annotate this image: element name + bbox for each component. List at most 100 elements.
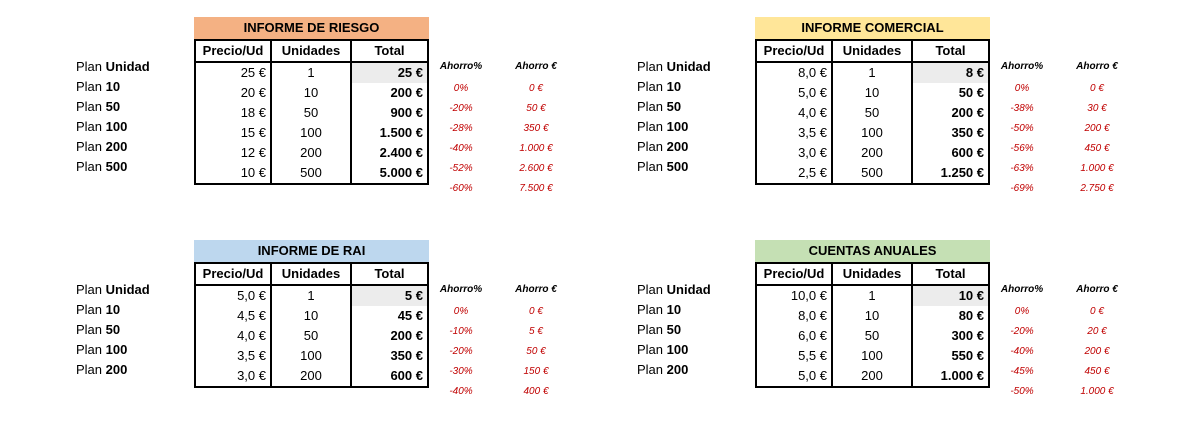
ahorro-eur-value: 200 € <box>1084 123 1110 134</box>
cell-unidades[interactable]: 10 <box>272 306 352 326</box>
savings-row: -38% 30 € <box>1000 99 1150 119</box>
savings-header: Ahorro% Ahorro € <box>1000 280 1150 300</box>
savings-header: Ahorro% Ahorro € <box>439 57 589 77</box>
plan-name: 100 <box>666 119 689 134</box>
cell-unidades[interactable]: 50 <box>833 103 913 123</box>
plan-label: Plan 10 <box>76 300 191 320</box>
cell-unidades[interactable]: 1 <box>833 286 913 306</box>
cell-precio[interactable]: 4,0 € <box>757 103 833 123</box>
cell-total[interactable]: 1.250 € <box>940 165 984 180</box>
savings-row: 0% 0 € <box>439 302 589 322</box>
cell-unidades[interactable]: 200 <box>272 143 352 163</box>
cell-precio[interactable]: 3,0 € <box>757 143 833 163</box>
ahorro-eur-value: 0 € <box>1090 83 1104 94</box>
plan-name: 100 <box>666 342 689 357</box>
cell-precio[interactable]: 10,0 € <box>757 286 833 306</box>
cell-precio[interactable]: 6,0 € <box>757 326 833 346</box>
cell-total[interactable]: 50 € <box>958 85 984 100</box>
cell-unidades[interactable]: 500 <box>272 163 352 183</box>
cell-total[interactable]: 5 € <box>352 286 427 306</box>
cell-unidades[interactable]: 10 <box>272 83 352 103</box>
cell-unidades[interactable]: 100 <box>272 123 352 143</box>
plan-prefix: Plan <box>76 59 106 74</box>
cell-precio[interactable]: 5,0 € <box>757 366 833 386</box>
cell-precio[interactable]: 20 € <box>196 83 272 103</box>
cell-unidades[interactable]: 50 <box>272 103 352 123</box>
cell-total[interactable]: 45 € <box>397 308 423 323</box>
cell-total[interactable]: 300 € <box>951 328 984 343</box>
cell-total[interactable]: 1.500 € <box>379 125 423 140</box>
cell-precio[interactable]: 3,0 € <box>196 366 272 386</box>
plan-label: Plan 200 <box>76 360 191 380</box>
cell-unidades[interactable]: 1 <box>272 63 352 83</box>
plan-label: Plan 50 <box>637 320 752 340</box>
table-row: 25 €1 25 € <box>196 63 427 83</box>
plan-name: 10 <box>105 79 121 94</box>
cell-precio[interactable]: 25 € <box>196 63 272 83</box>
cell-total[interactable]: 10 € <box>913 286 988 306</box>
savings-row: -10% 5 € <box>439 322 589 342</box>
cell-total[interactable]: 200 € <box>390 328 423 343</box>
cell-unidades[interactable]: 1 <box>833 63 913 83</box>
cell-precio[interactable]: 5,0 € <box>196 286 272 306</box>
cell-unidades[interactable]: 1 <box>272 286 352 306</box>
table-title: INFORME DE RIESGO <box>194 17 429 39</box>
cell-unidades[interactable]: 200 <box>272 366 352 386</box>
header-ahorro-eur: Ahorro € <box>515 284 557 295</box>
cell-total[interactable]: 2.400 € <box>379 145 423 160</box>
ahorro-eur-value: 7.500 € <box>519 183 553 194</box>
cell-unidades[interactable]: 200 <box>833 143 913 163</box>
plan-prefix: Plan <box>637 99 667 114</box>
cell-precio[interactable]: 18 € <box>196 103 272 123</box>
cell-precio[interactable]: 15 € <box>196 123 272 143</box>
cell-unidades[interactable]: 100 <box>833 346 913 366</box>
header-ahorro-pct: Ahorro% <box>1000 284 1044 295</box>
cell-total[interactable]: 5.000 € <box>379 165 423 180</box>
ahorro-eur-value: 2.600 € <box>519 163 553 174</box>
cell-precio[interactable]: 12 € <box>196 143 272 163</box>
cell-unidades[interactable]: 10 <box>833 83 913 103</box>
savings-row: 0% 0 € <box>439 79 589 99</box>
cell-total[interactable]: 25 € <box>352 63 427 83</box>
cell-total[interactable]: 600 € <box>951 145 984 160</box>
header-precio: Precio/Ud <box>196 41 272 61</box>
cell-unidades[interactable]: 50 <box>833 326 913 346</box>
cell-unidades[interactable]: 50 <box>272 326 352 346</box>
cell-total[interactable]: 1.000 € <box>940 368 984 383</box>
cell-unidades[interactable]: 500 <box>833 163 913 183</box>
ahorro-eur-value: 1.000 € <box>1080 163 1114 174</box>
cell-total[interactable]: 200 € <box>951 105 984 120</box>
cell-unidades[interactable]: 100 <box>272 346 352 366</box>
plan-label: Plan 50 <box>76 320 191 340</box>
cell-precio[interactable]: 5,5 € <box>757 346 833 366</box>
cell-total[interactable]: 350 € <box>951 125 984 140</box>
cell-precio[interactable]: 4,5 € <box>196 306 272 326</box>
table-row: 12 €200 2.400 € <box>196 143 427 163</box>
cell-precio[interactable]: 3,5 € <box>196 346 272 366</box>
savings-row: -50% 1.000 € <box>1000 382 1150 402</box>
ahorro-eur-value: 2.750 € <box>1080 183 1114 194</box>
cell-total[interactable]: 200 € <box>390 85 423 100</box>
table-row: 5,5 €100 550 € <box>757 346 988 366</box>
cell-precio[interactable]: 5,0 € <box>757 83 833 103</box>
cell-total[interactable]: 900 € <box>390 105 423 120</box>
table-row: 20 €10 200 € <box>196 83 427 103</box>
cell-precio[interactable]: 3,5 € <box>757 123 833 143</box>
grid-header-row: Precio/Ud Unidades Total <box>196 41 427 63</box>
cell-unidades[interactable]: 100 <box>833 123 913 143</box>
plan-label: Plan 500 <box>637 157 752 177</box>
cell-total[interactable]: 80 € <box>958 308 984 323</box>
cell-precio[interactable]: 4,0 € <box>196 326 272 346</box>
cell-total[interactable]: 550 € <box>951 348 984 363</box>
cell-precio[interactable]: 2,5 € <box>757 163 833 183</box>
cell-precio[interactable]: 10 € <box>196 163 272 183</box>
cell-unidades[interactable]: 200 <box>833 366 913 386</box>
cell-total[interactable]: 350 € <box>390 348 423 363</box>
cell-unidades[interactable]: 10 <box>833 306 913 326</box>
cell-total[interactable]: 600 € <box>390 368 423 383</box>
plan-name: 10 <box>105 302 121 317</box>
savings-row: -40% 200 € <box>1000 342 1150 362</box>
cell-precio[interactable]: 8,0 € <box>757 306 833 326</box>
cell-total[interactable]: 8 € <box>913 63 988 83</box>
cell-precio[interactable]: 8,0 € <box>757 63 833 83</box>
